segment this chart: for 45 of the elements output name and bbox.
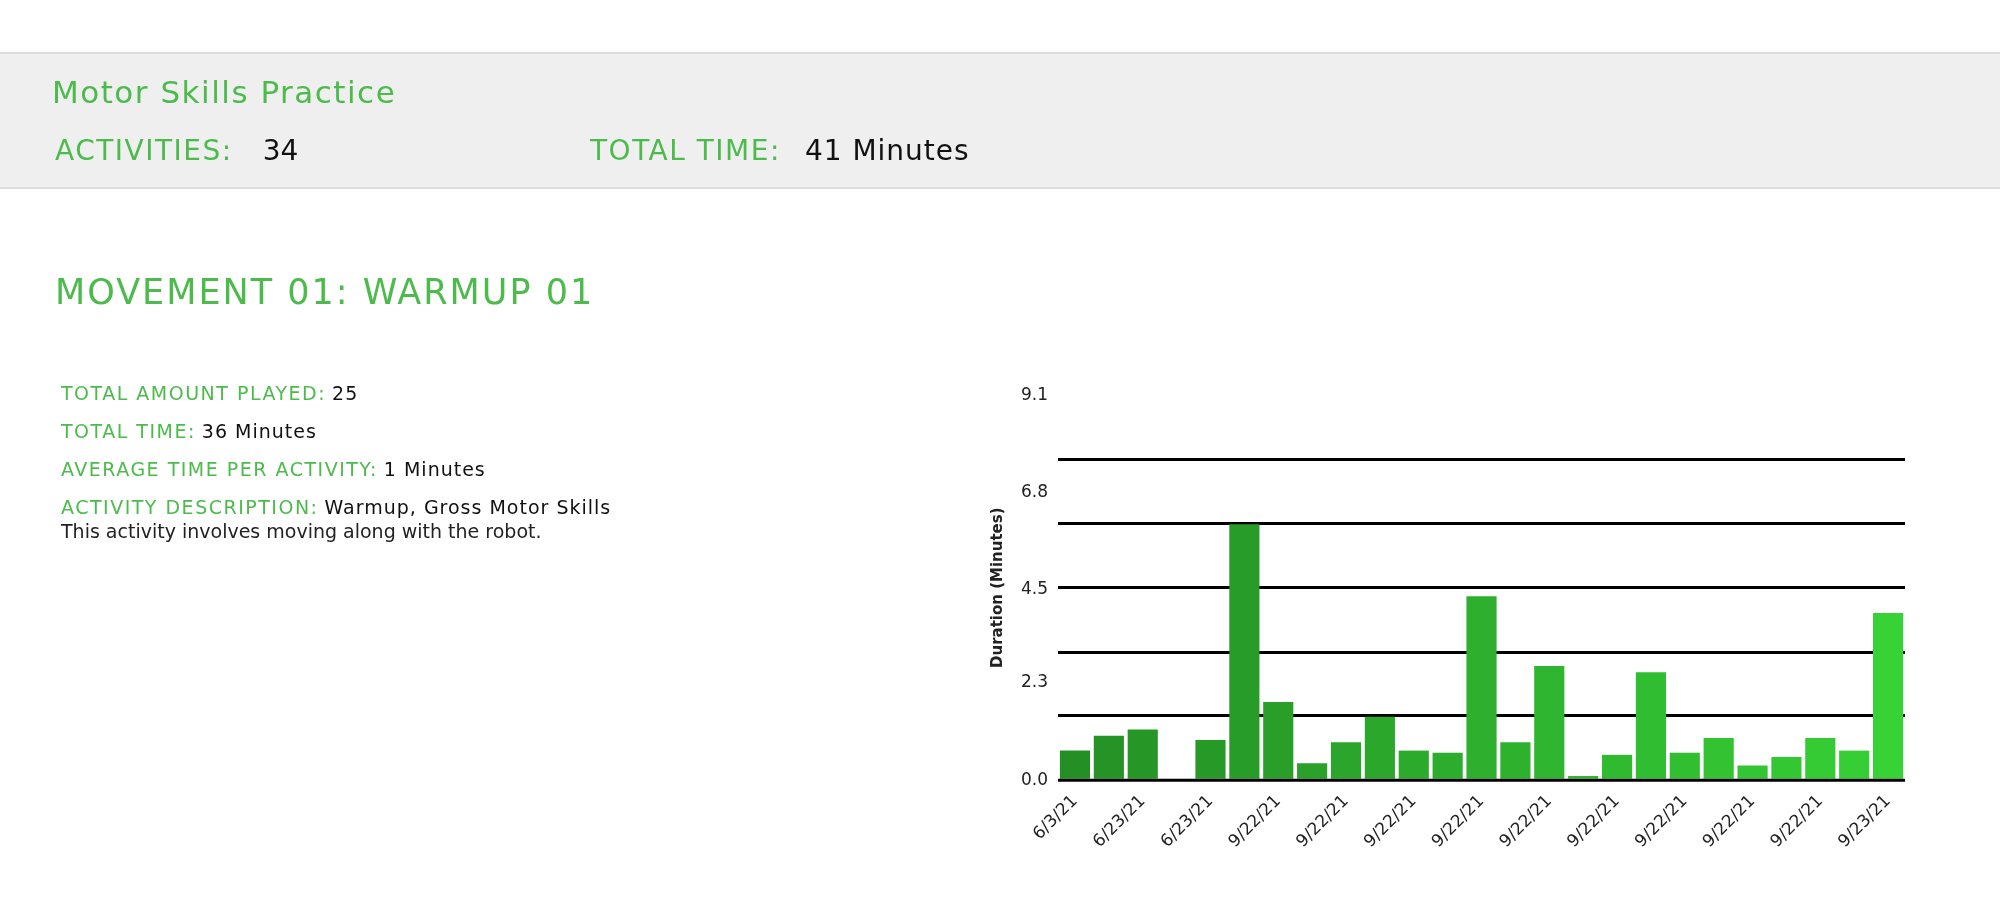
bar (1839, 750, 1870, 779)
text: TOTAL AMOUNT PLAYED: (61, 382, 327, 404)
bar (1330, 742, 1362, 779)
text: AVERAGE TIME PER ACTIVITY: (61, 458, 378, 480)
bar (1669, 752, 1700, 779)
bar (1297, 763, 1328, 779)
text: 41 Minutes (804, 134, 970, 167)
bar (1059, 750, 1091, 779)
text: 1 Minutes (383, 458, 486, 480)
bar (1432, 752, 1463, 779)
text: Motor Skills Practice (52, 74, 397, 110)
bar (1364, 716, 1395, 779)
bar (1263, 701, 1294, 779)
text: This activity involves moving along with the robot. (61, 520, 543, 542)
bar (1771, 756, 1802, 779)
text: MOVEMENT 01: WARMUP 01 (55, 272, 595, 312)
bar (1466, 596, 1497, 779)
bar (1500, 742, 1531, 779)
text: ACTIVITY DESCRIPTION: (61, 496, 319, 518)
bar (1805, 737, 1836, 779)
text: Warmup, Gross Motor Skills (324, 496, 612, 518)
text: ACTIVITIES: (55, 134, 233, 167)
bar (1601, 754, 1633, 779)
bar (1195, 740, 1226, 779)
bar (1635, 672, 1666, 779)
text: TOTAL TIME: (61, 420, 196, 442)
bar (1872, 613, 1904, 779)
bar (1534, 665, 1565, 779)
text: 36 Minutes (201, 420, 317, 442)
y-tick-label: 4.5 (1020, 578, 1049, 599)
y-tick-label: 9.1 (1020, 383, 1049, 404)
bar (1229, 524, 1260, 779)
bar (1093, 735, 1124, 779)
bar (1568, 776, 1599, 779)
bar (1127, 729, 1158, 779)
y-tick-label: 6.8 (1020, 480, 1049, 501)
y-tick-label: 0.0 (1020, 768, 1049, 789)
y-axis-title: Duration (Minutes) (987, 507, 1006, 669)
bar (1737, 765, 1768, 779)
text: 25 (332, 382, 359, 404)
y-tick-label: 2.3 (1020, 671, 1049, 692)
bar (1398, 750, 1429, 779)
text: 34 (262, 134, 299, 167)
bar (1703, 737, 1734, 779)
text: TOTAL TIME: (590, 134, 781, 167)
